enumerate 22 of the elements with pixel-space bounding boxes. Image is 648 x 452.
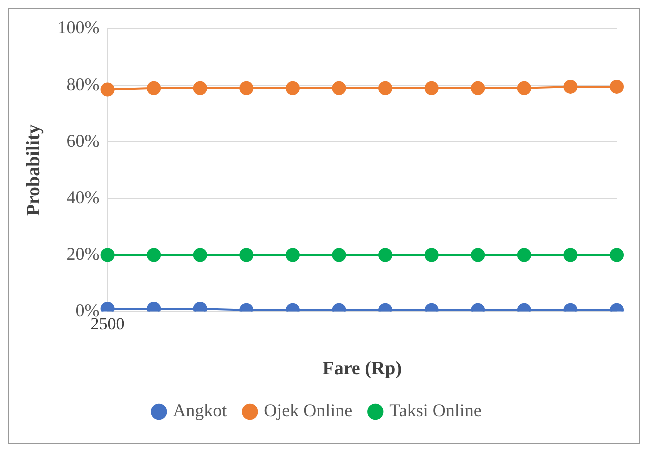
y-axis-title: Probability xyxy=(23,124,44,216)
point xyxy=(564,80,578,94)
point xyxy=(424,81,439,96)
y-tick-label: 60% xyxy=(66,130,100,151)
y-tick-label: 80% xyxy=(66,74,100,94)
point xyxy=(610,80,624,94)
point xyxy=(100,82,115,97)
point xyxy=(517,81,532,96)
point xyxy=(286,81,300,96)
legend-label: Angkot xyxy=(173,400,228,421)
y-tick-label: 20% xyxy=(66,244,100,264)
point xyxy=(471,81,486,96)
legend-label: Taksi Online xyxy=(390,400,482,421)
legend-label: Ojek Online xyxy=(264,400,353,421)
x-axis-title: Fare (Rp) xyxy=(322,358,402,380)
y-tick-label: 100% xyxy=(58,18,100,38)
point xyxy=(332,81,346,96)
point xyxy=(378,81,393,96)
point xyxy=(147,81,162,96)
point xyxy=(240,81,254,96)
point xyxy=(193,81,208,96)
y-tick-label: 40% xyxy=(66,187,100,208)
